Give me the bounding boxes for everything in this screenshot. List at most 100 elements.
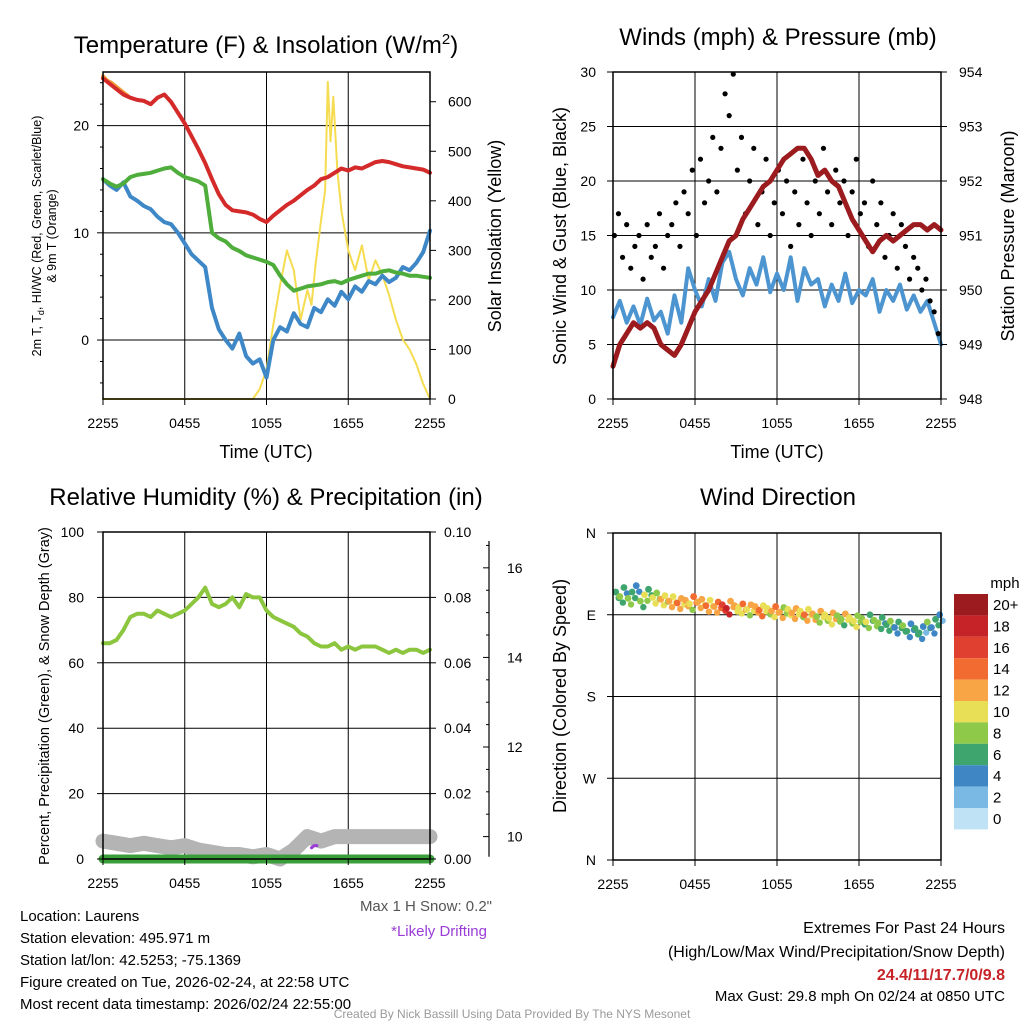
gust-point — [673, 200, 679, 206]
gust-point — [738, 134, 745, 140]
temperature-ylabel-line2: & 9m T (Orange) — [45, 189, 59, 282]
colorbar-swatch — [954, 786, 988, 808]
pressure-y-tick-label: 952 — [959, 173, 983, 189]
humidity-y-tick-label: 80 — [68, 589, 84, 605]
wind-direction-title: Wind Direction — [700, 484, 856, 511]
precip-y-tick-label: 0.00 — [444, 851, 471, 867]
gust-point — [874, 222, 880, 228]
pressure-y-tick-label: 954 — [959, 64, 983, 80]
wind-direction-point — [828, 621, 836, 628]
colorbar-label: 18 — [993, 618, 1010, 635]
insolation-y-tick-label: 500 — [448, 143, 472, 159]
colorbar-swatch — [954, 722, 988, 744]
temperature-series — [101, 74, 432, 400]
extremes-subheading: (High/Low/Max Wind/Precipitation/Snow De… — [667, 944, 1005, 961]
station-elevation: Station elevation: 495.971 m — [20, 930, 211, 947]
pressure-y-tick-label: 949 — [959, 337, 983, 353]
gust-point — [788, 243, 794, 249]
colorbar-swatch — [954, 594, 988, 616]
gust-point — [722, 91, 728, 97]
colorbar-swatch — [954, 636, 988, 659]
temperature-axes: 2255 0455 1055 1655 225501020010020030040050… — [73, 82, 472, 431]
insolation-y-tick-label: 600 — [448, 94, 472, 110]
wind-direction-point — [932, 615, 939, 623]
humidity-x-tick-label: 0455 — [169, 875, 200, 891]
temperature-ylabel-line1: 2m T, Td, HI/WC (Red, Green, Scarlet/Blu… — [30, 116, 46, 357]
wind-direction-point — [746, 612, 754, 619]
pressure-y-tick-label: 950 — [959, 282, 983, 298]
wind-direction-point — [706, 596, 714, 604]
relative-humidity-line — [101, 585, 432, 655]
wind-direction-point — [698, 595, 706, 603]
gust-point — [894, 265, 900, 271]
winds-x-tick-label: 0455 — [679, 415, 710, 431]
gust-point — [857, 211, 863, 217]
wind-direction-point — [788, 609, 796, 617]
wind-direction-point — [628, 588, 636, 596]
temperature-title: Temperature (F) & Insolation (W/m2) — [74, 31, 458, 59]
wind-direction-point — [813, 613, 821, 620]
temperature-x-tick-label: 2255 — [87, 415, 118, 431]
credit-line: Created By Nick Bassill Using Data Provi… — [333, 1007, 691, 1021]
gust-point — [701, 200, 708, 206]
windchill-line — [101, 177, 432, 380]
temperature-x-tick-label: 2255 — [414, 415, 445, 431]
precip-y-tick-label: 0.08 — [444, 589, 471, 605]
gust-point — [915, 265, 921, 271]
winds-y-tick-label: 15 — [580, 228, 596, 244]
colorbar-swatch — [954, 808, 988, 830]
gust-point — [615, 211, 622, 217]
gust-point — [882, 254, 888, 260]
station-pressure-line — [610, 145, 944, 369]
gust-point — [800, 156, 806, 162]
gust-point — [919, 287, 925, 293]
wind-direction-y-tick-label: E — [587, 607, 596, 623]
gust-point — [706, 178, 712, 184]
humidity-y-tick-label: 0 — [76, 851, 84, 867]
wind-direction-point — [906, 633, 914, 641]
wind-direction-point — [743, 605, 751, 613]
winds-title: Winds (mph) & Pressure (mb) — [619, 24, 936, 51]
humidity-y-tick-label: 60 — [68, 655, 84, 671]
wind-direction-point — [850, 617, 857, 625]
gust-point — [767, 232, 773, 239]
wind-direction-point — [640, 603, 647, 611]
gust-point — [628, 265, 634, 271]
extremes-values: 24.4/11/17.7/0/9.8 — [876, 967, 1005, 984]
temperature-x-tick-label: 1655 — [333, 415, 364, 431]
gust-point — [697, 156, 704, 162]
wind-direction-point — [759, 613, 766, 620]
gust-point — [898, 222, 904, 228]
colorbar-swatch — [954, 615, 988, 637]
wind-direction-point — [776, 608, 784, 616]
wind-direction-point — [668, 603, 676, 611]
gust-point — [911, 254, 917, 260]
wind-direction-point — [649, 594, 657, 601]
gust-point — [652, 243, 658, 249]
humidity-x-tick-label: 2255 — [414, 875, 445, 891]
wind-direction-point — [653, 589, 661, 597]
wind-direction-point — [919, 623, 927, 630]
wind-direction-point — [886, 627, 893, 634]
wind-direction-point — [805, 605, 812, 613]
gust-point — [640, 276, 646, 282]
temperature-x-tick-label: 1055 — [251, 415, 282, 431]
gust-point — [829, 222, 835, 228]
figure-created: Figure created on Tue, 2026-02-24, at 22… — [20, 974, 350, 991]
winds-x-tick-label: 1655 — [843, 415, 874, 431]
snow-y-tick-label: 10 — [507, 829, 523, 845]
drift-note: *Likely Drifting — [391, 923, 487, 940]
gust-point — [648, 254, 654, 260]
temperature-y-tick-label: 10 — [73, 225, 89, 241]
wind-direction-point — [660, 602, 668, 609]
winds-xlabel: Time (UTC) — [730, 442, 823, 462]
gust-point — [890, 211, 896, 217]
wind-direction-point — [772, 603, 780, 610]
wind-direction-point — [627, 601, 635, 608]
wind-direction-x-tick-label: 1655 — [843, 876, 874, 892]
snow-y-tick-label: 16 — [507, 560, 523, 576]
gust-point — [812, 178, 818, 184]
gust-point — [902, 243, 909, 249]
wind-direction-point — [631, 594, 639, 602]
